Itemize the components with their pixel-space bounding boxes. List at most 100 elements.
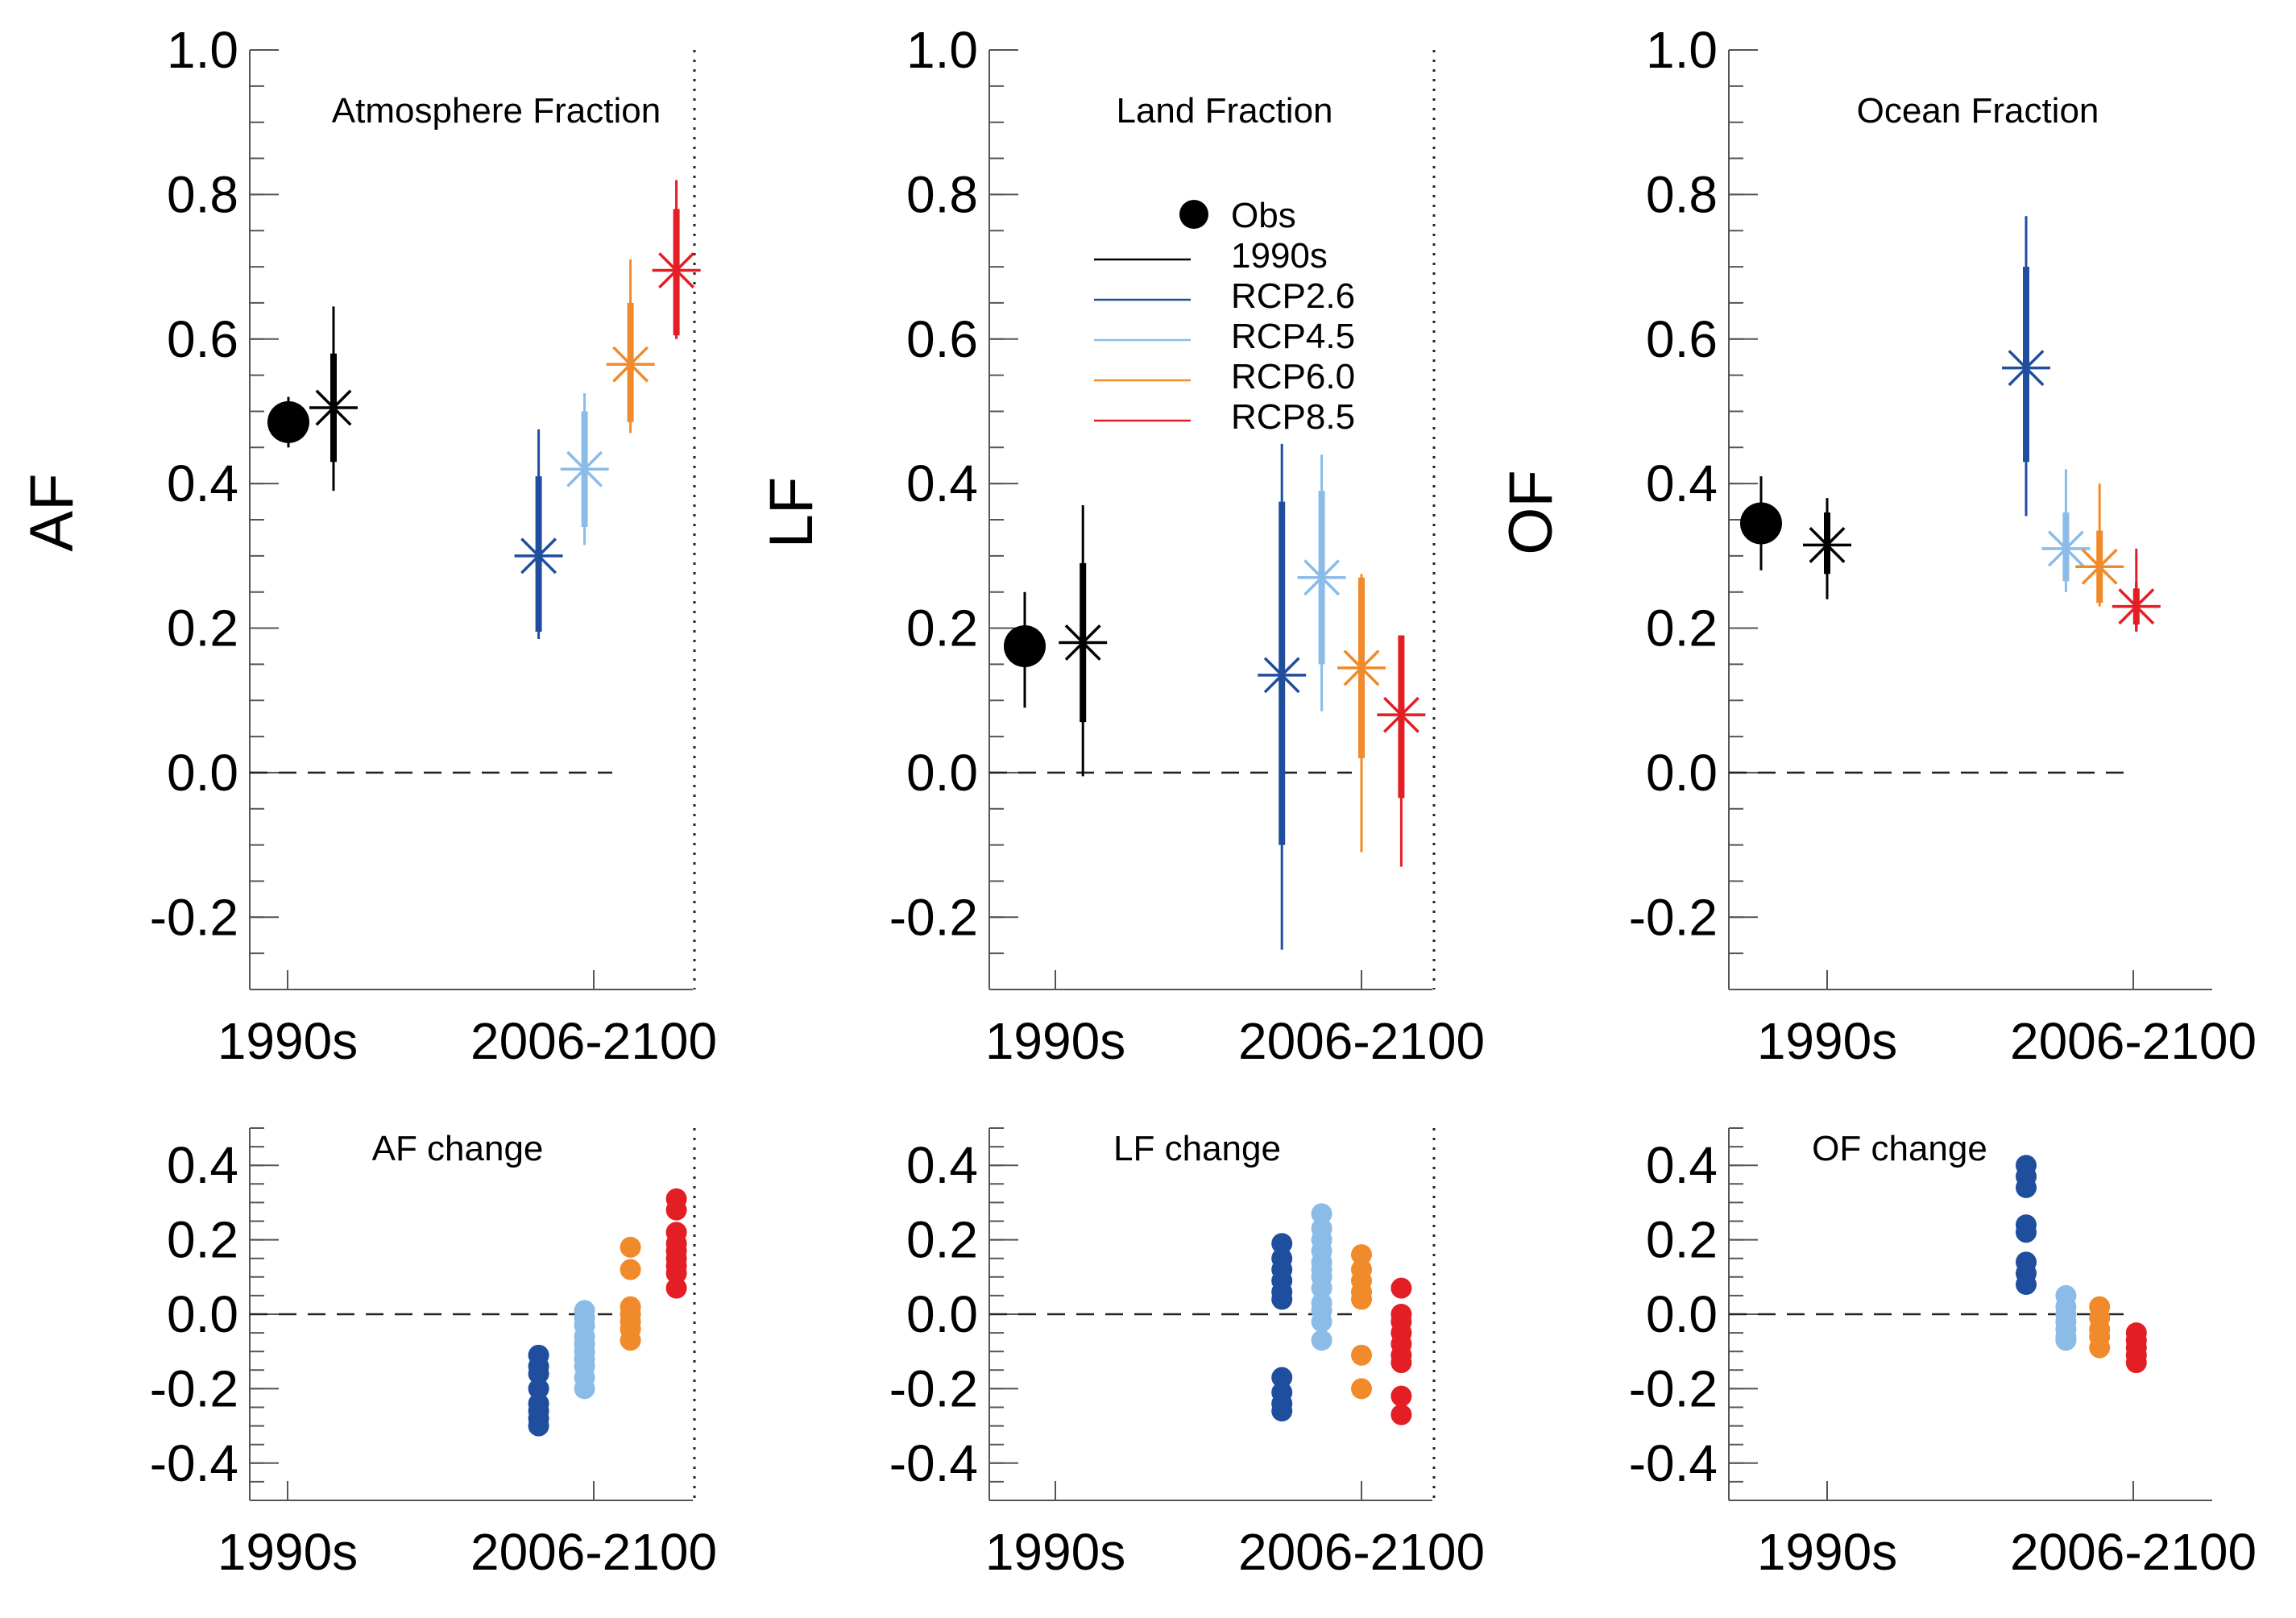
point-RCP2.6 [1271, 1400, 1293, 1422]
star-stroke [1343, 649, 1380, 687]
panel-title: Land Fraction [1116, 91, 1332, 131]
point-RCP6.0 [2089, 1337, 2111, 1359]
legend-label: RCP6.0 [1231, 357, 1355, 396]
y-tick-label: 0.4 [906, 1136, 978, 1194]
legend-label: RCP8.5 [1231, 397, 1355, 437]
point-RCP8.5 [1390, 1277, 1412, 1299]
panel-title: OF change [1812, 1129, 1987, 1168]
y-tick-label: 0.0 [167, 1285, 238, 1343]
y-tick-label: 0.0 [1646, 744, 1718, 802]
legend-label: RCP2.6 [1231, 276, 1355, 316]
x-tick-label: 1990s [985, 1012, 1125, 1070]
point-RCP8.5 [665, 1277, 687, 1299]
point-RCP2.6 [528, 1415, 549, 1437]
point-RCP8.5 [1390, 1385, 1412, 1407]
obs-point [1740, 502, 1782, 545]
x-tick-label: 2006-2100 [1238, 1012, 1485, 1070]
y-tick-label: 0.2 [906, 599, 978, 658]
point-RCP4.5 [1311, 1277, 1332, 1299]
point-RCP2.6 [1271, 1288, 1293, 1310]
point-RCP4.5 [1311, 1330, 1332, 1351]
x-tick-label: 2006-2100 [1238, 1523, 1485, 1581]
x-tick-label: 2006-2100 [470, 1012, 717, 1070]
point-RCP6.0 [1351, 1244, 1372, 1266]
y-tick-label: -0.2 [150, 888, 238, 946]
star-stroke [1303, 559, 1341, 596]
panel-3: -0.2 0.0 0.2 0.4 0.6 0.8 1.0 1990s 2006-2100 Ocea… [1497, 21, 2257, 1070]
y-tick-label: 0.4 [167, 1136, 238, 1194]
y-tick-label: 0.4 [1646, 1136, 1718, 1194]
marker-RCP6.0 [2075, 542, 2124, 591]
x-tick-label: 1990s [218, 1523, 358, 1581]
x-tick-label: 2006-2100 [2010, 1012, 2257, 1070]
point-RCP8.5 [1390, 1404, 1412, 1425]
marker-RCP6.0 [1337, 643, 1386, 692]
x-tick-label: 2006-2100 [2010, 1523, 2257, 1581]
point-RCP2.6 [2016, 1274, 2037, 1296]
y-tick-label: 0.0 [167, 744, 238, 802]
star-stroke [1263, 657, 1300, 694]
marker-1990s [1803, 521, 1851, 570]
marker-RCP8.5 [1377, 691, 1426, 740]
star-stroke [2047, 530, 2084, 567]
y-tick-label: 0.2 [1646, 599, 1718, 658]
marker-RCP8.5 [2112, 582, 2161, 631]
star-stroke [612, 346, 649, 383]
y-axis-label: OF [1497, 470, 1565, 555]
y-tick-label: 0.6 [167, 310, 238, 368]
y-tick-label: 1.0 [167, 21, 238, 79]
y-tick-label: 0.2 [906, 1211, 978, 1269]
star-stroke [1382, 696, 1419, 733]
star-stroke [520, 537, 557, 575]
point-RCP4.5 [1311, 1203, 1332, 1225]
star-stroke [658, 252, 695, 289]
y-tick-label: -0.2 [1629, 1359, 1718, 1417]
point-RCP6.0 [1351, 1344, 1372, 1366]
marker-RCP2.6 [1258, 650, 1307, 699]
marker-RCP6.0 [606, 340, 655, 389]
obs-point [267, 400, 309, 443]
point-RCP2.6 [2016, 1222, 2037, 1243]
y-tick-label: 0.6 [1646, 310, 1718, 368]
star-stroke [315, 389, 352, 426]
x-tick-label: 1990s [985, 1523, 1125, 1581]
point-RCP2.6 [528, 1363, 549, 1384]
panel-6: -0.4 -0.2 0.0 0.2 0.4 1990s 2006-2100 OF change [1629, 1127, 2257, 1581]
point-RCP6.0 [620, 1236, 641, 1258]
point-RCP8.5 [2125, 1352, 2147, 1374]
point-RCP4.5 [574, 1378, 595, 1400]
y-tick-label: 0.8 [906, 165, 978, 223]
y-tick-label: 0.0 [1646, 1285, 1718, 1343]
marker-1990s [309, 383, 358, 432]
y-tick-label: 1.0 [1646, 21, 1718, 79]
y-tick-label: 0.2 [1646, 1211, 1718, 1269]
y-tick-label: 0.2 [167, 599, 238, 658]
x-tick-label: 1990s [1757, 1012, 1897, 1070]
obs-point [1004, 624, 1046, 667]
point-RCP8.5 [1390, 1352, 1412, 1374]
star-stroke [2118, 588, 2155, 625]
marker-RCP2.6 [2002, 343, 2050, 392]
point-RCP4.5 [1311, 1311, 1332, 1333]
panel-4: -0.4 -0.2 0.0 0.2 0.4 1990s 2006-2100 AF change [150, 1127, 717, 1581]
panel-title: LF change [1113, 1129, 1281, 1168]
point-RCP6.0 [1351, 1378, 1372, 1400]
x-tick-label: 2006-2100 [470, 1523, 717, 1581]
y-tick-label: 0.4 [1646, 454, 1718, 512]
y-axis-label: AF [18, 473, 86, 551]
y-tick-label: -0.2 [1629, 888, 1718, 946]
marker-RCP2.6 [514, 531, 563, 580]
panel-1: -0.2 0.0 0.2 0.4 0.6 0.8 1.0 1990s 2006-2100 Atmo… [18, 21, 717, 1070]
point-RCP2.6 [2016, 1176, 2037, 1198]
legend-label: 1990s [1231, 236, 1328, 276]
star-stroke [1064, 624, 1101, 661]
y-tick-label: -0.2 [889, 1359, 978, 1417]
point-RCP6.0 [1351, 1288, 1372, 1310]
point-RCP6.0 [620, 1259, 641, 1280]
y-tick-label: -0.4 [889, 1434, 978, 1492]
point-RCP6.0 [620, 1330, 641, 1351]
y-tick-label: 0.0 [906, 744, 978, 802]
y-tick-label: 0.8 [1646, 165, 1718, 223]
